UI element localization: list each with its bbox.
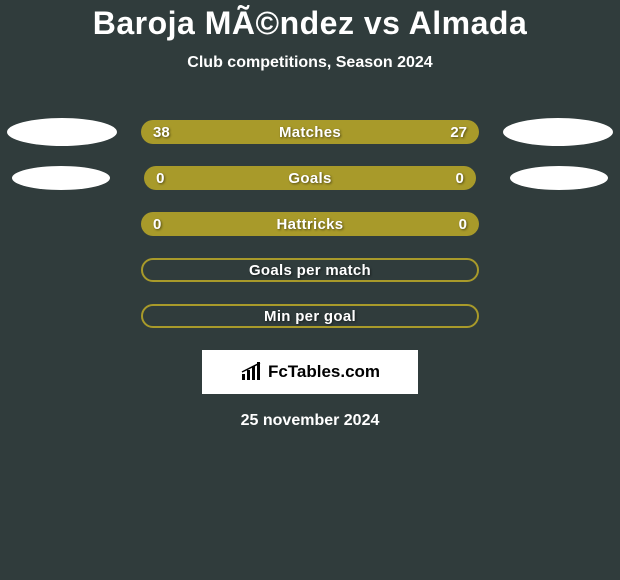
- right-ellipse-icon: [510, 166, 608, 190]
- comparison-infographic: Baroja MÃ©ndez vs Almada Club competitio…: [0, 0, 620, 430]
- bar-label: Hattricks: [277, 216, 344, 233]
- date-line: 25 november 2024: [0, 412, 620, 430]
- left-value: 0: [153, 216, 161, 233]
- stat-row-mpg: Min per goal: [0, 304, 620, 328]
- bar-label: Goals per match: [249, 262, 371, 279]
- page-title: Baroja MÃ©ndez vs Almada: [0, 5, 620, 42]
- right-value: 0: [456, 170, 464, 187]
- stat-row-hattricks: 0 Hattricks 0: [0, 212, 620, 236]
- stat-row-gpm: Goals per match: [0, 258, 620, 282]
- stat-bar-goals: 0 Goals 0: [144, 166, 476, 190]
- bar-label: Min per goal: [264, 308, 356, 325]
- logo-text: FcTables.com: [268, 362, 380, 382]
- right-value: 27: [450, 124, 467, 141]
- right-value: 0: [459, 216, 467, 233]
- left-ellipse-icon: [12, 166, 110, 190]
- stat-row-matches: 38 Matches 27: [0, 120, 620, 144]
- subtitle: Club competitions, Season 2024: [0, 54, 620, 72]
- bar-label: Goals: [288, 170, 331, 187]
- bar-label: Matches: [279, 124, 341, 141]
- logo: FcTables.com: [240, 362, 380, 382]
- right-ellipse-icon: [503, 118, 613, 146]
- left-value: 38: [153, 124, 170, 141]
- bars-icon: [240, 362, 264, 382]
- stat-row-goals: 0 Goals 0: [0, 166, 620, 190]
- stat-bar-hattricks: 0 Hattricks 0: [141, 212, 479, 236]
- stat-bar-matches: 38 Matches 27: [141, 120, 479, 144]
- left-ellipse-icon: [7, 118, 117, 146]
- stat-bar-mpg: Min per goal: [141, 304, 479, 328]
- logo-box: FcTables.com: [202, 350, 418, 394]
- left-value: 0: [156, 170, 164, 187]
- stat-bar-gpm: Goals per match: [141, 258, 479, 282]
